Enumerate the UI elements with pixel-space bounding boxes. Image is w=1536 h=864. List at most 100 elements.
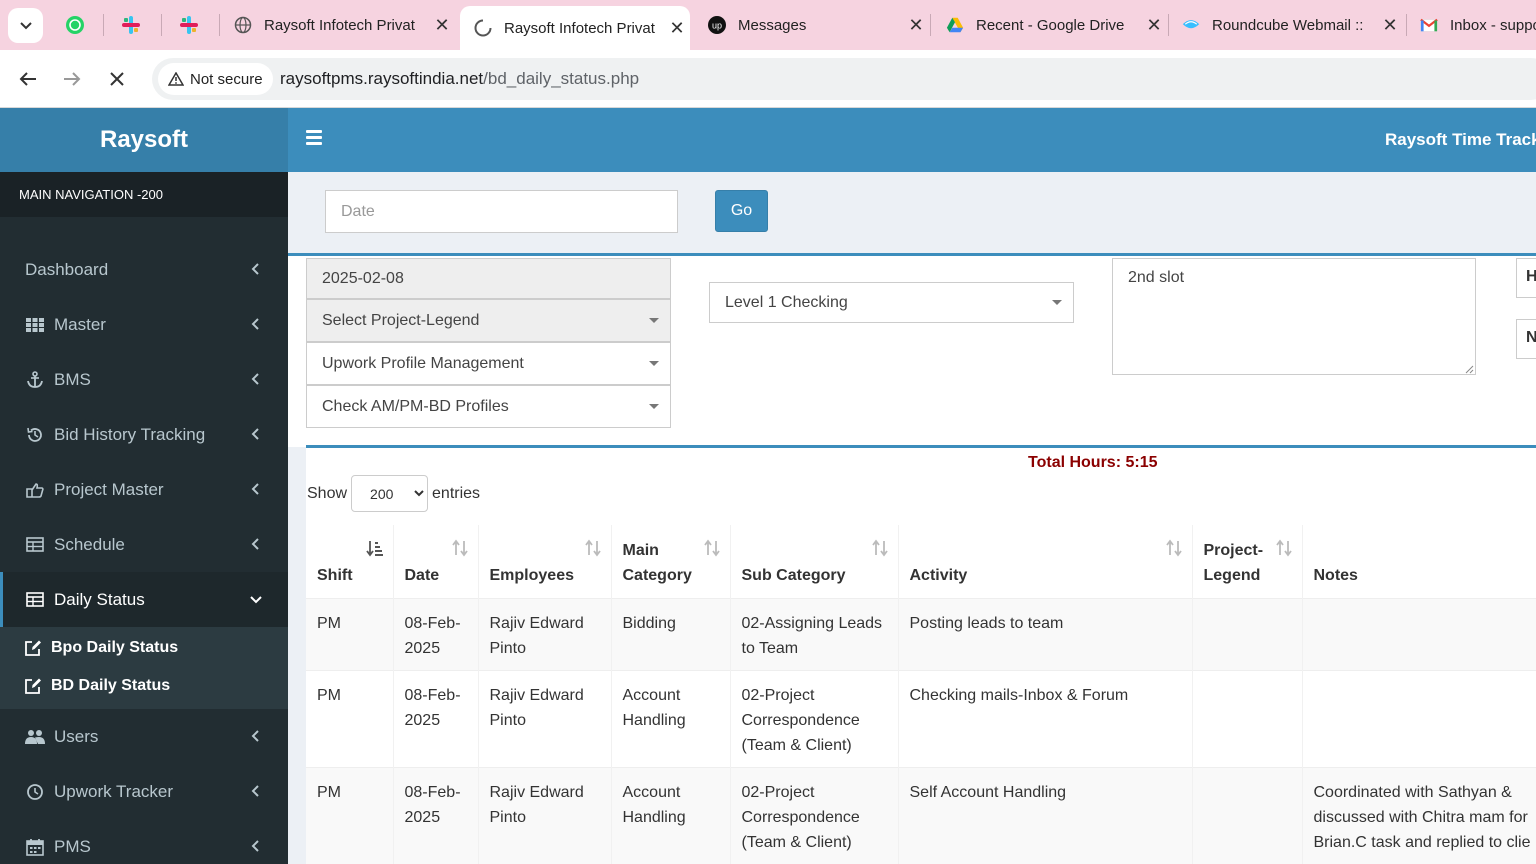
tab-separator: [103, 14, 104, 36]
sidebar-item-users[interactable]: Users: [0, 709, 288, 764]
chevron-left-icon: [251, 373, 259, 385]
table-row[interactable]: PM 08-Feb-2025 Rajiv Edward Pinto Accoun…: [306, 669, 1536, 767]
tab-title: Messages: [738, 16, 807, 34]
sidebar-subitem-bpo-daily-status[interactable]: Bpo Daily Status: [0, 629, 288, 667]
sidebar-subitem-bd-daily-status[interactable]: BD Daily Status: [0, 667, 288, 705]
cell-notes: [1302, 669, 1536, 767]
edit-icon: [24, 639, 44, 657]
app-title: Raysoft Time Tracker: [1385, 130, 1536, 149]
clock-icon: [25, 783, 45, 801]
project-legend-select[interactable]: Select Project-Legend: [306, 299, 671, 342]
stop-loading-button[interactable]: [102, 64, 132, 94]
chevron-left-icon: [251, 785, 259, 797]
sidebar-item-master[interactable]: Master: [0, 297, 288, 352]
activity-level-select[interactable]: Level 1 Checking: [709, 282, 1074, 323]
tab-separator: [930, 14, 931, 36]
grid-icon: [25, 317, 45, 332]
history-icon: [25, 426, 45, 444]
column-header-label: Employees: [489, 566, 574, 584]
omnibox[interactable]: Not secure raysoftpms.raysoftindia.net/b…: [152, 58, 1536, 100]
top-navbar: Raysoft Time Tracker: [288, 108, 1536, 172]
sub-category-select[interactable]: Check AM/PM-BD Profiles: [306, 385, 671, 428]
address-toolbar: Not secure raysoftpms.raysoftindia.net/b…: [0, 50, 1536, 108]
globe-icon: [234, 16, 252, 34]
sidebar-item-project-master[interactable]: Project Master: [0, 462, 288, 517]
users-icon: [25, 729, 45, 745]
column-header-label: Shift: [317, 566, 353, 584]
sidebar-toggle-icon[interactable]: [306, 130, 322, 150]
tab-title: Raysoft Infotech Privat: [264, 16, 415, 34]
table-row[interactable]: PM 08-Feb-2025 Rajiv Edward Pinto Biddin…: [306, 597, 1536, 670]
go-button[interactable]: Go: [715, 190, 768, 232]
column-header-notes[interactable]: Notes: [1302, 525, 1536, 598]
date-filter-input[interactable]: [325, 190, 678, 233]
forward-button[interactable]: [57, 64, 87, 94]
security-label: Not secure: [190, 70, 263, 88]
cell-employee: Rajiv Edward Pinto: [478, 669, 612, 767]
minutes-field[interactable]: N: [1516, 319, 1536, 359]
column-header-date[interactable]: Date: [393, 525, 479, 598]
sidebar-item-upwork-tracker[interactable]: Upwork Tracker: [0, 764, 288, 819]
browser-tab[interactable]: Roundcube Webmail :: ✕: [1168, 0, 1403, 50]
column-header-sub-category[interactable]: Sub Category: [730, 525, 899, 598]
close-tab-icon[interactable]: ✕: [1382, 14, 1398, 35]
sidebar-item-label: BMS: [54, 369, 91, 389]
warning-icon: [168, 72, 184, 86]
sidebar-item-label: Project Master: [54, 479, 164, 499]
security-indicator[interactable]: Not secure: [158, 63, 273, 95]
url-text[interactable]: raysoftpms.raysoftindia.net/bd_daily_sta…: [280, 69, 639, 89]
cell-project-legend: [1192, 766, 1303, 864]
sidebar-item-schedule[interactable]: Schedule: [0, 517, 288, 572]
sidebar-item-pms[interactable]: PMS: [0, 819, 288, 864]
activity-level-value: Level 1 Checking: [725, 293, 848, 311]
sort-icon: [451, 539, 468, 557]
sidebar-item-daily-status[interactable]: Daily Status: [0, 572, 288, 627]
close-tab-icon[interactable]: ✕: [669, 17, 685, 38]
back-button[interactable]: [13, 64, 43, 94]
browser-tab[interactable]: up Messages ✕: [694, 0, 929, 50]
column-header-label: Main Category: [622, 541, 692, 584]
column-header-activity[interactable]: Activity: [898, 525, 1193, 598]
daily-status-table-box: Total Hours: 5:15 Show 200 entries Shift…: [306, 445, 1536, 864]
entries-length-select[interactable]: 200: [351, 475, 429, 512]
column-header-shift[interactable]: Shift: [306, 525, 394, 598]
notes-textarea[interactable]: 2nd slot: [1112, 258, 1476, 375]
close-tab-icon[interactable]: ✕: [434, 14, 450, 35]
table-row[interactable]: PM 08-Feb-2025 Rajiv Edward Pinto Accoun…: [306, 766, 1536, 864]
pinned-tab-slack-1[interactable]: [111, 9, 151, 41]
show-label: Show: [307, 484, 348, 502]
cell-employee: Rajiv Edward Pinto: [478, 766, 612, 864]
tab-title: Inbox - suppo: [1450, 16, 1536, 34]
entry-date-field[interactable]: 2025-02-08: [306, 258, 671, 299]
brand-logo[interactable]: Raysoft: [0, 108, 288, 172]
browser-tab[interactable]: Inbox - suppo: [1406, 0, 1536, 50]
browser-tab[interactable]: Recent - Google Drive ✕: [932, 0, 1167, 50]
resize-grip-icon[interactable]: [1464, 364, 1474, 374]
column-header-project-legend[interactable]: Project-Legend: [1192, 525, 1303, 598]
column-header-label: Notes: [1313, 566, 1358, 584]
nav-spacer: [0, 217, 288, 242]
browser-tab-active[interactable]: Raysoft Infotech Privat ✕: [460, 6, 690, 50]
cell-main-category: Bidding: [611, 597, 731, 670]
cell-sub-category: 02-Project Correspondence (Team & Client…: [730, 766, 899, 864]
sidebar-item-bid-history-tracking[interactable]: Bid History Tracking: [0, 407, 288, 462]
nav-header: MAIN NAVIGATION -200: [0, 172, 288, 217]
close-tab-icon[interactable]: ✕: [908, 14, 924, 35]
browser-tab[interactable]: Raysoft Infotech Privat ✕: [220, 0, 455, 50]
tab-separator: [161, 14, 162, 36]
column-header-main-category[interactable]: Main Category: [611, 525, 731, 598]
hours-field[interactable]: H: [1516, 258, 1536, 298]
sidebar-item-dashboard[interactable]: Dashboard: [0, 242, 288, 297]
close-tab-icon[interactable]: ✕: [1146, 14, 1162, 35]
cell-project-legend: [1192, 669, 1303, 767]
tab-search-button[interactable]: [8, 8, 43, 43]
sidebar-item-bms[interactable]: BMS: [0, 352, 288, 407]
main-category-select[interactable]: Upwork Profile Management: [306, 342, 671, 385]
pinned-tab-whatsapp[interactable]: [55, 9, 95, 41]
column-header-employees[interactable]: Employees: [478, 525, 612, 598]
svg-text:up: up: [712, 21, 722, 31]
total-hours: Total Hours: 5:15: [1028, 454, 1158, 471]
table-header-row: Shift Date Employees Main Category Sub C…: [306, 525, 1536, 598]
pinned-tab-slack-2[interactable]: [169, 9, 209, 41]
cell-notes: [1302, 597, 1536, 670]
